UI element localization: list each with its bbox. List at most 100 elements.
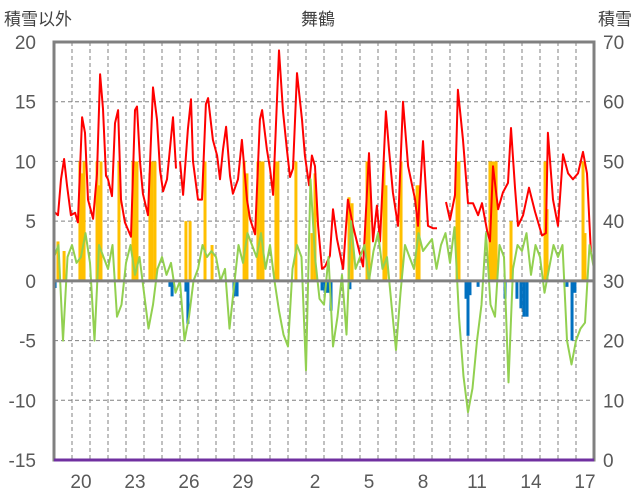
x-tick-label: 11 [467,472,487,493]
orange-bar [78,161,82,281]
orange-bar [153,161,157,281]
red-line [445,88,592,253]
green-line [53,178,595,414]
blue-bar [519,280,523,309]
orange-bar [492,161,496,281]
left-tick-label: 10 [15,152,36,173]
red-line [179,49,437,270]
right-tick-label: 70 [603,33,624,54]
blue-bar [235,280,239,297]
gridlines [54,42,594,460]
orange-bar [494,161,498,281]
left-tick-label: -5 [19,332,36,353]
orange-bar [294,161,298,281]
blue-bar [326,280,330,293]
orange-bar [310,233,314,281]
orange-bar [95,161,99,281]
orange-bar [80,173,84,281]
blue-bar [168,280,172,287]
orange-bar [117,161,121,281]
orange-bar [56,241,60,281]
orange-bar [457,161,461,281]
orange-bar [148,173,152,281]
orange-bar [184,221,188,281]
orange-bar [259,161,263,281]
left-tick-label: 20 [15,33,36,54]
orange-bar [210,245,214,281]
left-tick-label: 0 [25,272,36,293]
right-axis-title: 積雪 [598,10,632,30]
right-tick-label: 30 [603,272,624,293]
orange-bar [583,233,587,281]
orange-bar [276,161,280,281]
blue-bar [476,280,480,287]
orange-bar [415,185,419,281]
blue-bar [515,280,519,299]
right-tick-label: 10 [603,391,624,412]
x-tick-label: 20 [70,472,91,493]
orange-bar [242,161,246,281]
blue-bar [522,280,526,317]
chart-title: 舞鶴 [301,10,335,30]
red-line [53,73,177,238]
orange-bar [133,161,137,281]
orange-bar [256,161,260,281]
orange-bar [382,161,386,281]
orange-bar [150,161,154,281]
orange-bar [203,161,207,281]
blue-bar [320,280,324,291]
left-tick-label: -10 [9,391,36,412]
left-tick-label: -15 [9,451,36,472]
orange-bar [82,161,86,281]
x-tick-label: 2 [310,472,321,493]
orange-bar [384,185,388,281]
blue-bar [170,280,174,297]
orange-bar [99,161,103,281]
blue-bar [570,280,574,341]
left-tick-label: 5 [25,212,36,233]
orange-bar [365,161,369,281]
orange-bar [135,161,139,281]
x-tick-label: 26 [178,472,199,493]
right-tick-label: 60 [603,93,624,114]
orange-bar [543,161,547,281]
blue-bar [186,280,190,324]
orange-bar [245,173,249,281]
orange-bar [274,161,278,281]
right-tick-label: 20 [603,332,624,353]
blue-bar [184,280,188,292]
orange-bar [581,161,585,281]
orange-bar [455,161,459,281]
x-tick-label: 5 [364,472,375,493]
x-tick-label: 8 [418,472,429,493]
orange-bar [367,161,371,281]
right-tick-label: 40 [603,212,624,233]
series-lines [53,49,595,414]
orange-bar [131,161,135,281]
orange-bar [509,221,513,281]
x-tick-label: 17 [574,472,595,493]
orange-bar [62,251,66,281]
blue-bar [468,280,472,296]
blue-bar [348,280,352,290]
left-axis-title: 積雪以外 [4,10,72,30]
orange-bar [188,221,192,281]
right-tick-label: 50 [603,152,624,173]
orange-bar [261,161,265,281]
blue-bar [565,280,569,287]
blue-bar [573,280,577,293]
right-tick-label: 0 [603,451,614,472]
left-tick-label: 15 [15,93,36,114]
orange-bar [399,161,403,281]
blue-bar [525,280,529,317]
x-tick-label: 14 [520,472,542,493]
blue-bar [464,280,468,299]
x-tick-label: 29 [232,472,253,493]
orange-bar [97,185,101,281]
x-tick-label: 23 [124,472,145,493]
orange-bar [545,209,549,281]
blue-bar [466,280,470,336]
orange-bar [347,197,351,281]
